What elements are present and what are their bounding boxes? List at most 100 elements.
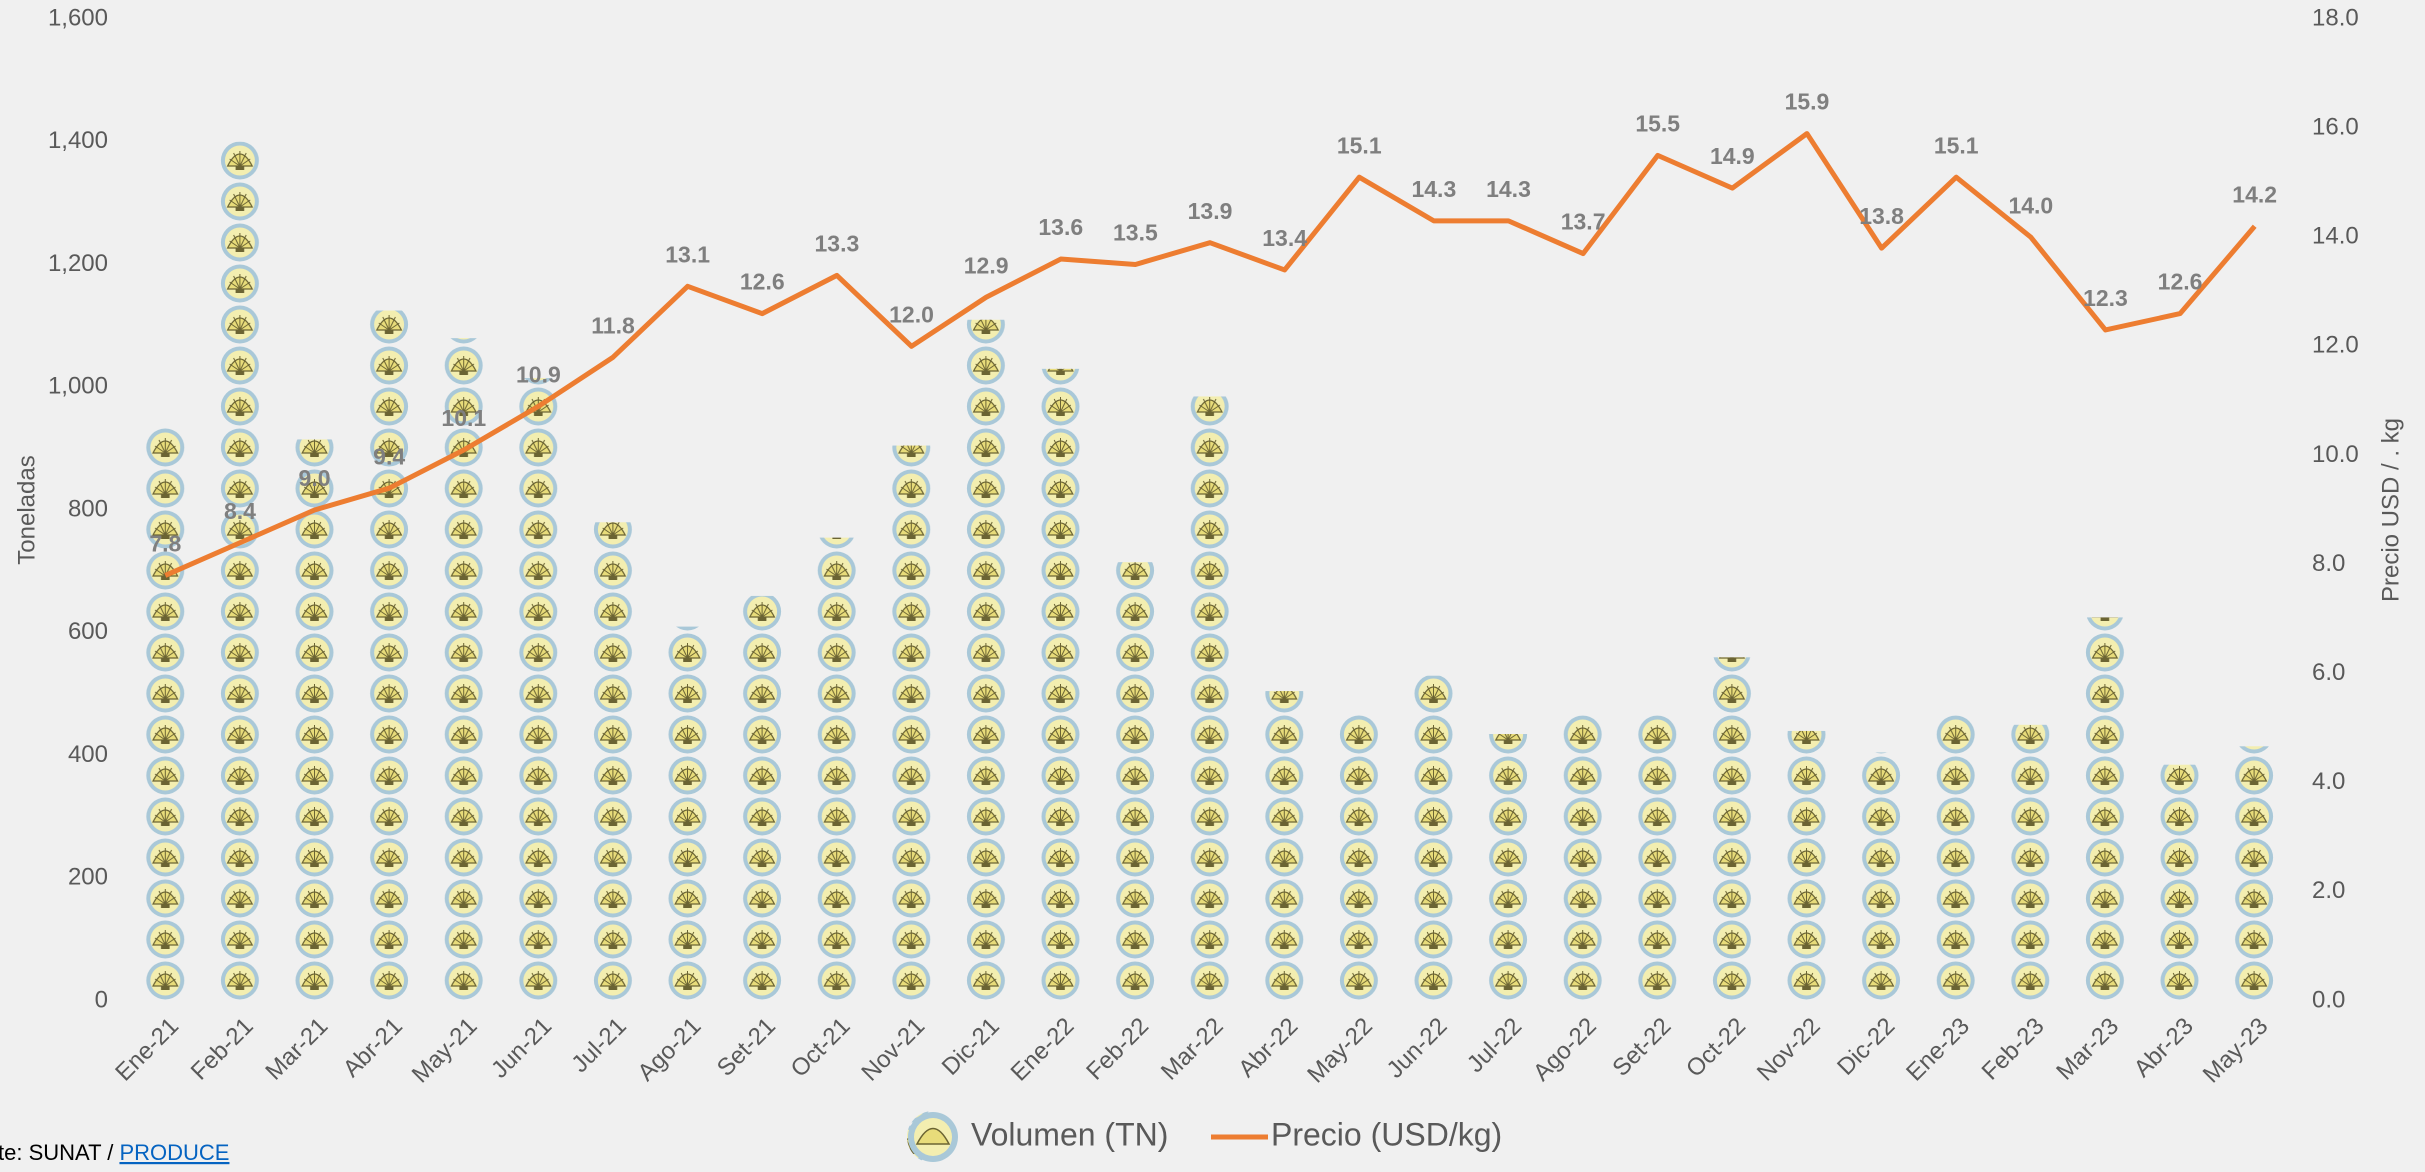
y-tick-label: 200: [68, 864, 108, 891]
value-label: 13.9: [1188, 198, 1233, 224]
value-label: 14.3: [1411, 176, 1456, 202]
bar: [1620, 715, 1696, 1001]
value-label: 8.4: [224, 498, 256, 524]
bar: [874, 445, 949, 1001]
bar: [1023, 368, 1099, 1001]
y-tick-label: 1,600: [48, 4, 108, 31]
y-tick-label: 400: [68, 741, 108, 768]
source: te: SUNAT / PRODUCE: [0, 1140, 229, 1165]
value-label: 13.8: [1859, 203, 1904, 229]
y2-tick-label: 16.0: [2312, 113, 2359, 140]
value-label: 12.9: [964, 252, 1009, 278]
value-label: 15.9: [1785, 89, 1830, 115]
y2-axis-label: Precio USD / . kg: [2377, 418, 2404, 602]
value-label: 13.6: [1038, 214, 1083, 240]
value-label: 7.8: [149, 531, 181, 557]
value-label: 11.8: [591, 312, 635, 338]
bar: [1918, 715, 1994, 1001]
bar: [128, 427, 203, 1001]
x-tick-label: Oct-22: [1681, 1013, 1751, 1083]
legend-shell: [915, 1127, 951, 1145]
x-tick-label: Jul-22: [1462, 1013, 1527, 1078]
value-label: 12.6: [740, 269, 785, 295]
value-label: 13.4: [1262, 225, 1307, 251]
x-tick-label: Mar-21: [260, 1013, 333, 1086]
bar: [1769, 730, 1845, 1001]
value-label: 12.6: [2158, 269, 2203, 295]
x-tick-label: Feb-22: [1081, 1013, 1154, 1086]
value-label: 13.7: [1561, 209, 1606, 235]
value-label: 13.1: [665, 241, 710, 267]
value-label: 15.5: [1635, 110, 1680, 136]
x-tick-label: Abr-22: [1233, 1013, 1303, 1083]
x-tick-label: Jul-21: [566, 1013, 631, 1078]
x-tick-label: Jun-21: [486, 1013, 557, 1084]
value-label: 12.0: [889, 301, 934, 327]
value-label: 10.1: [441, 405, 486, 431]
value-label: 13.3: [815, 230, 860, 256]
bar: [2217, 746, 2292, 1001]
bar: [1844, 752, 1919, 1001]
y2-tick-label: 0.0: [2312, 986, 2345, 1013]
source-text: te: SUNAT /: [0, 1140, 119, 1165]
bar: [1247, 691, 1322, 1001]
legend-label: Precio (USD/kg): [1271, 1116, 1502, 1152]
bar: [575, 522, 651, 1001]
y2-tick-label: 2.0: [2312, 877, 2345, 904]
x-tick-label: Abr-23: [2129, 1013, 2199, 1083]
y-tick-label: 1,000: [48, 373, 108, 400]
x-tick-label: Dic-22: [1832, 1013, 1900, 1081]
y-tick-label: 1,400: [48, 127, 108, 154]
value-label: 10.9: [516, 361, 561, 387]
y-tick-label: 0: [95, 986, 108, 1013]
source-link[interactable]: PRODUCE: [119, 1140, 229, 1165]
y-tick-label: 1,200: [48, 250, 108, 277]
y2-tick-label: 14.0: [2312, 223, 2359, 250]
x-tick-label: Ago-22: [1528, 1013, 1602, 1087]
x-tick-label: Dic-21: [937, 1013, 1005, 1081]
bar: [650, 626, 725, 1001]
y2-tick-label: 8.0: [2312, 550, 2345, 577]
value-label: 12.3: [2083, 285, 2128, 311]
price-line: [164, 131, 2257, 578]
bar: [1695, 657, 1770, 1001]
x-tick-label: Mar-22: [1156, 1013, 1229, 1086]
value-label: 15.1: [1934, 132, 1979, 158]
x-tick-label: Oct-21: [786, 1013, 856, 1083]
bar: [1321, 712, 1397, 1001]
bar: [501, 378, 576, 1001]
bar: [277, 439, 352, 1001]
value-label: 14.9: [1710, 143, 1755, 169]
x-tick-label: Set-22: [1607, 1013, 1676, 1082]
bar: [948, 319, 1024, 1001]
x-tick-label: Abr-21: [338, 1013, 408, 1083]
bar: [724, 595, 800, 1001]
value-label: 15.1: [1337, 132, 1382, 158]
x-tick-label: Ago-21: [633, 1013, 707, 1087]
y-axis-label: Toneladas: [13, 455, 40, 564]
bar: [1545, 715, 1621, 1001]
bar: [202, 141, 278, 1001]
x-tick-label: Nov-21: [856, 1013, 930, 1087]
bar: [1098, 562, 1173, 1001]
value-label: 9.4: [373, 443, 405, 469]
y-tick-label: 800: [68, 495, 108, 522]
bar: [2142, 764, 2218, 1001]
x-tick-label: Jun-22: [1382, 1013, 1453, 1084]
x-tick-label: Ene-21: [110, 1013, 184, 1087]
value-label: 14.0: [2008, 192, 2053, 218]
value-label: 13.5: [1113, 220, 1158, 246]
value-label: 14.2: [2232, 181, 2277, 207]
bar: [1993, 724, 2069, 1001]
bar: [2068, 617, 2143, 1001]
y-tick-label: 600: [68, 618, 108, 645]
bar: [351, 310, 427, 1001]
value-label: 14.3: [1486, 176, 1531, 202]
bar: [1471, 734, 1546, 1001]
y2-tick-label: 6.0: [2312, 659, 2345, 686]
legend-label: Volumen (TN): [971, 1116, 1168, 1152]
y2-tick-label: 10.0: [2312, 441, 2359, 468]
y2-tick-label: 4.0: [2312, 768, 2345, 795]
